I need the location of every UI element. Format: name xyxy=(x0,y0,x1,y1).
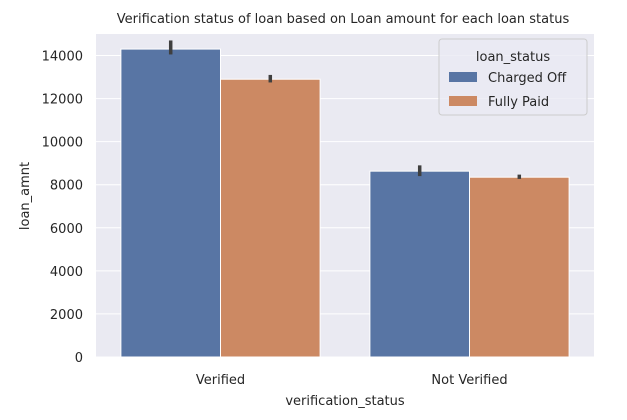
chart-title: Verification status of loan based on Loa… xyxy=(117,12,570,27)
bar-verified-fully-paid xyxy=(220,78,321,358)
y-tick-label-8000: 8000 xyxy=(50,179,83,194)
legend: loan_status Charged Off Fully Paid xyxy=(438,38,588,116)
x-tick-label-verified: Verified xyxy=(196,373,245,388)
legend-title: loan_status xyxy=(476,50,550,65)
y-tick-label-14000: 14000 xyxy=(42,50,83,65)
x-tick-label-not-verified: Not Verified xyxy=(431,373,507,388)
x-tick-labels: Verified Not Verified xyxy=(196,373,508,388)
bar-not-verified-fully-paid xyxy=(469,176,570,358)
bar-not-verified-charged-off xyxy=(369,170,470,358)
y-tick-label-12000: 12000 xyxy=(42,93,83,108)
legend-label-fully-paid: Fully Paid xyxy=(488,95,549,110)
bars xyxy=(120,48,570,358)
y-tick-label-2000: 2000 xyxy=(50,308,83,323)
y-tick-label-4000: 4000 xyxy=(50,265,83,280)
y-axis-label: loan_amnt xyxy=(18,162,33,230)
y-tick-label-10000: 10000 xyxy=(42,136,83,151)
bar-verified-charged-off xyxy=(120,48,221,358)
y-tick-labels: 0 2000 4000 6000 8000 10000 12000 14000 xyxy=(42,50,83,366)
legend-swatch-fully-paid xyxy=(449,96,477,106)
y-tick-label-0: 0 xyxy=(75,351,83,366)
y-tick-label-6000: 6000 xyxy=(50,222,83,237)
legend-label-charged-off: Charged Off xyxy=(488,71,567,86)
error-bars xyxy=(168,40,522,179)
x-axis-label: verification_status xyxy=(285,394,405,409)
legend-swatch-charged-off xyxy=(449,72,477,82)
